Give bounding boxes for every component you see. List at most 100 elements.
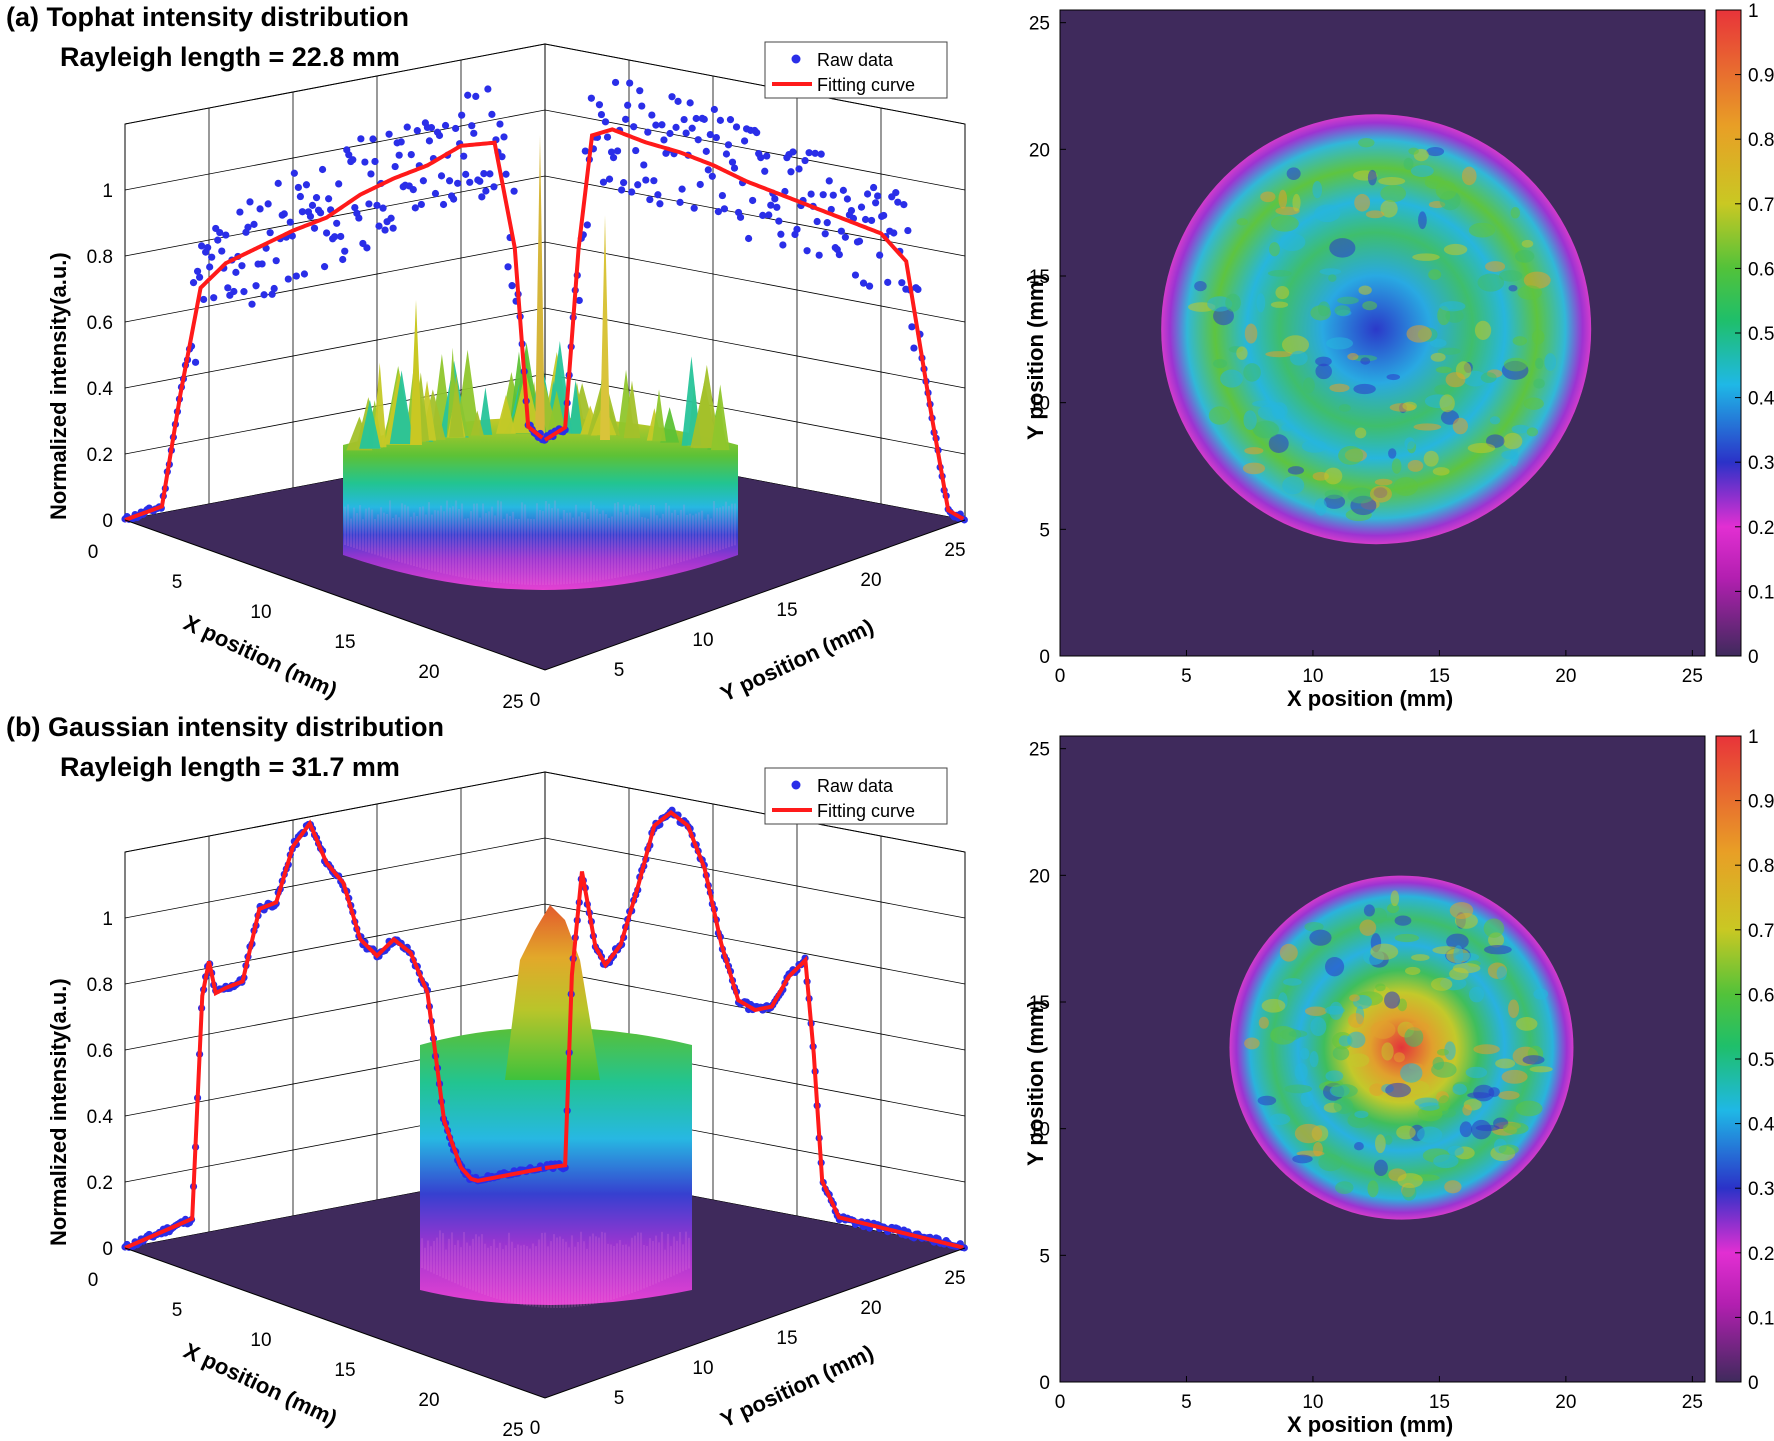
beam-speckle xyxy=(1489,416,1501,425)
colorbar-tick-label: 0.3 xyxy=(1748,1179,1774,1200)
x-tick-label: 15 xyxy=(1429,1392,1450,1413)
x-tick-label: 25 xyxy=(1682,666,1703,687)
beam-speckle xyxy=(1354,1141,1364,1151)
beam-speckle xyxy=(1496,966,1507,981)
beam-speckle xyxy=(1365,210,1385,219)
raw-data-point xyxy=(787,168,795,176)
raw-data-point xyxy=(724,141,733,149)
surface-spike xyxy=(495,395,516,434)
beam-speckle xyxy=(1468,222,1496,238)
raw-data-point xyxy=(204,244,212,252)
raw-data-point xyxy=(851,271,860,279)
raw-data-point xyxy=(644,128,652,136)
raw-data-point xyxy=(298,208,307,216)
raw-data-point xyxy=(722,150,731,158)
raw-data-point xyxy=(349,156,357,164)
raw-data-point xyxy=(419,177,427,185)
beam-speckle xyxy=(1515,1100,1543,1117)
raw-data-point xyxy=(195,273,204,281)
beam-speckle xyxy=(1312,180,1323,199)
beam-speckle xyxy=(1412,253,1440,261)
raw-data-point xyxy=(472,92,480,100)
beam-speckle xyxy=(1431,1061,1457,1078)
surface-spike xyxy=(660,407,680,443)
raw-data-point xyxy=(736,213,745,221)
beam-speckle xyxy=(1430,352,1446,362)
beam-speckle xyxy=(1465,1066,1488,1079)
beam-speckle xyxy=(1447,1145,1464,1156)
raw-data-point xyxy=(811,149,819,157)
raw-data-point xyxy=(409,186,417,194)
beam-speckle xyxy=(1526,427,1539,437)
raw-data-point xyxy=(706,130,714,139)
raw-data-point xyxy=(865,282,874,290)
beam-speckle xyxy=(1452,417,1468,435)
panel-b-zlabel: Normalized intensity(a.u.) xyxy=(46,978,71,1246)
raw-data-point xyxy=(381,226,389,234)
beam-speckle xyxy=(1512,336,1528,346)
beam-speckle xyxy=(1394,933,1419,943)
colorbar-tick-label: 0.2 xyxy=(1748,518,1774,539)
raw-data-point xyxy=(351,203,359,212)
beam-speckle xyxy=(1403,157,1414,170)
raw-data-point xyxy=(825,177,833,185)
raw-data-point xyxy=(403,123,411,131)
beam-speckle xyxy=(1445,309,1464,323)
beam-speckle xyxy=(1515,1017,1538,1031)
raw-data-point xyxy=(904,226,912,235)
beam-speckle xyxy=(1332,1046,1350,1061)
raw-data-point xyxy=(437,172,446,180)
z-tick-label: 0.6 xyxy=(87,1041,113,1062)
beam-speckle xyxy=(1375,1134,1386,1154)
raw-data-point xyxy=(605,175,614,183)
panel-b-profiles xyxy=(121,806,968,1252)
beam-speckle xyxy=(1348,1013,1365,1028)
raw-data-point xyxy=(379,204,387,212)
x-tick-label: 25 xyxy=(502,692,523,713)
raw-data-point xyxy=(316,209,325,217)
raw-data-point xyxy=(817,150,825,158)
raw-data-point xyxy=(628,188,636,196)
raw-data-point xyxy=(779,241,787,249)
raw-data-point xyxy=(775,217,783,225)
panel-a-map-xlabel: X position (mm) xyxy=(1287,686,1453,711)
raw-data-point xyxy=(200,295,208,304)
x-tick-label: 15 xyxy=(1429,666,1450,687)
raw-data-point xyxy=(793,225,801,233)
beam-speckle xyxy=(1324,1080,1343,1088)
beam-speckle xyxy=(1325,1070,1344,1082)
beam-speckle xyxy=(1334,305,1351,316)
surface-spike xyxy=(359,399,381,449)
beam-speckle xyxy=(1432,467,1450,476)
beam-speckle xyxy=(1347,487,1375,504)
raw-data-point xyxy=(910,344,918,352)
y-tick-label: 5 xyxy=(1039,520,1050,541)
raw-data-point xyxy=(413,127,421,135)
raw-data-point xyxy=(441,121,450,130)
raw-data-point xyxy=(720,205,729,213)
surface-spike xyxy=(470,410,484,436)
legend-marker-raw xyxy=(791,780,801,790)
z-tick-label: 0.4 xyxy=(87,1107,114,1128)
beam-speckle xyxy=(1315,356,1332,367)
raw-data-point xyxy=(323,229,331,237)
beam-speckle xyxy=(1435,180,1457,200)
surface-spike xyxy=(410,300,422,445)
raw-data-point xyxy=(365,200,373,208)
raw-data-point xyxy=(795,165,803,173)
beam-speckle xyxy=(1502,1122,1529,1135)
y-tick-label: 20 xyxy=(860,1298,881,1319)
beam-speckle xyxy=(1402,1184,1417,1201)
raw-data-point xyxy=(872,199,880,207)
raw-data-point xyxy=(753,129,761,137)
raw-data-point xyxy=(454,179,462,187)
panel-a-map-ylabel: Y position (mm) xyxy=(1023,274,1048,440)
beam-speckle xyxy=(1439,301,1466,312)
surface-spike xyxy=(478,387,493,435)
raw-data-point xyxy=(652,121,660,129)
y-tick-label: 20 xyxy=(1029,866,1050,887)
raw-data-point xyxy=(654,191,662,199)
beam-speckle xyxy=(1330,1084,1358,1098)
fitting-curve xyxy=(543,127,965,521)
